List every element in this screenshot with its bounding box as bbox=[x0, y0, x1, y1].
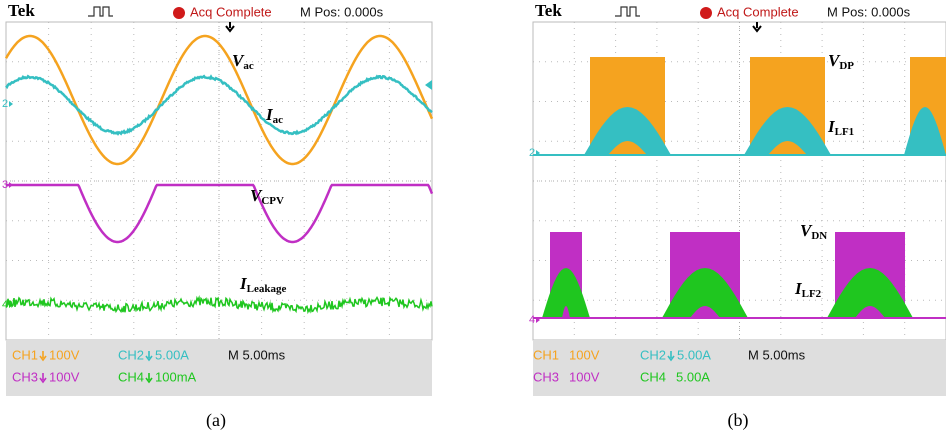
readout-scale: 100mA bbox=[155, 369, 197, 384]
readout-channel: CH4 bbox=[640, 369, 666, 384]
readout-channel: CH4 bbox=[118, 369, 144, 384]
trace-subscript: Leakage bbox=[247, 283, 287, 295]
readout-scale: 5.00A bbox=[155, 347, 189, 362]
caption: (b) bbox=[728, 410, 749, 431]
readout-scale: 100V bbox=[569, 347, 600, 362]
readout-channel: CH1 bbox=[12, 347, 38, 362]
trace-subscript: DP bbox=[839, 60, 854, 72]
trigger-icon bbox=[88, 7, 113, 16]
timebase: M 5.00ms bbox=[748, 347, 806, 362]
brand: Tek bbox=[535, 1, 562, 20]
status-dot bbox=[173, 7, 185, 19]
readout-channel: CH2 bbox=[640, 347, 666, 362]
trace-subscript: LF2 bbox=[802, 288, 822, 300]
readout-scale: 100V bbox=[569, 369, 600, 384]
readout-scale: 100V bbox=[49, 369, 80, 384]
figure: TekAcq CompleteM Pos: 0.000s234VacIacVCP… bbox=[0, 0, 946, 439]
readout-scale: 100V bbox=[49, 347, 80, 362]
trace-subscript: ac bbox=[273, 114, 284, 126]
readout-channel: CH2 bbox=[118, 347, 144, 362]
status-dot bbox=[700, 7, 712, 19]
readout-channel: CH3 bbox=[533, 369, 559, 384]
channel-marker: 4 bbox=[529, 314, 535, 326]
readout-scale: 5.00A bbox=[677, 347, 711, 362]
brand: Tek bbox=[8, 1, 35, 20]
channel-marker: 2 bbox=[2, 98, 8, 110]
trace-subscript: DN bbox=[811, 230, 827, 242]
readout-channel: CH1 bbox=[533, 347, 559, 362]
caption: (a) bbox=[206, 410, 226, 431]
trace-subscript: LF1 bbox=[835, 126, 855, 138]
trace-subscript: CPV bbox=[261, 195, 284, 207]
readout-channel: CH3 bbox=[12, 369, 38, 384]
trace-subscript: ac bbox=[243, 60, 254, 72]
readout-scale: 5.00A bbox=[676, 369, 710, 384]
status: Acq Complete bbox=[190, 4, 272, 19]
channel-marker: 2 bbox=[529, 147, 535, 159]
position: M Pos: 0.000s bbox=[827, 4, 911, 19]
trigger-icon bbox=[615, 7, 640, 16]
channel-marker: 4 bbox=[2, 299, 8, 311]
position: M Pos: 0.000s bbox=[300, 4, 384, 19]
status: Acq Complete bbox=[717, 4, 799, 19]
channel-marker: 3 bbox=[2, 179, 8, 191]
timebase: M 5.00ms bbox=[228, 347, 286, 362]
